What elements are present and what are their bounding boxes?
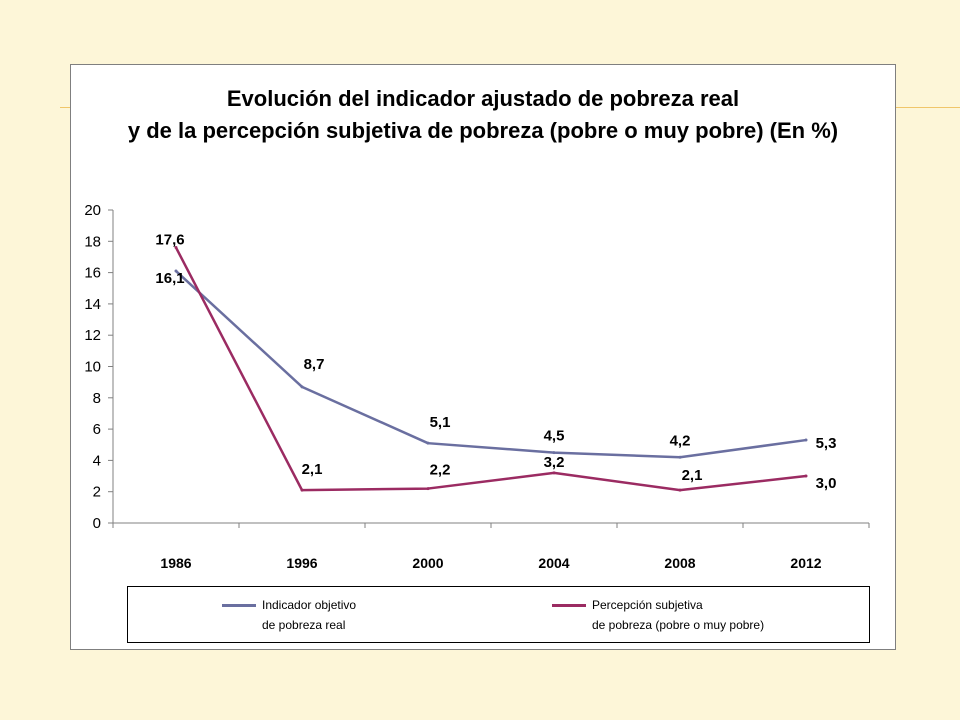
data-label-series-2: 2,1 [682,467,703,484]
chart-title-line-1: Evolución del indicador ajustado de pobr… [226,86,740,111]
data-label-series-1: 16,1 [155,270,184,287]
series-line-2 [174,246,807,492]
x-tick-label: 2004 [538,555,569,571]
y-tick-label: 8 [93,390,101,407]
data-label-series-1: 8,7 [304,356,325,373]
chart-panel: Evolución del indicador ajustado de pobr… [70,64,896,650]
y-tick-label: 20 [84,202,101,219]
legend-swatch-series-2 [552,604,586,607]
x-tick-label: 2008 [664,555,695,571]
data-label-series-2: 3,2 [544,454,565,471]
data-point-series-1 [678,455,682,459]
line-chart: 0 2 4 6 8 10 12 14 16 18 20 1986 1996 2000 2004 2008 201… [84,202,870,571]
data-point-series-2 [174,246,178,250]
chart-title-line-2: y de la percepción subjetiva de pobreza … [127,118,839,143]
x-tick-label: 1986 [160,555,191,571]
data-label-series-2: 17,6 [155,232,184,249]
x-tick-label: 2000 [412,555,443,571]
x-tick-label: 1996 [286,555,317,571]
data-label-series-1: 4,2 [670,432,691,449]
y-tick-label: 14 [84,296,101,313]
x-tick-label: 2012 [790,555,821,571]
data-point-series-1 [426,441,430,445]
y-tick-label: 2 [93,484,101,501]
data-label-series-2: 3,0 [816,475,837,492]
chart-title: Evolución del indicador ajustado de pobr… [71,83,895,147]
data-label-series-1: 5,3 [816,435,837,452]
data-point-series-1 [552,451,556,455]
data-label-series-1: 5,1 [430,414,451,431]
data-point-series-1 [300,385,304,389]
legend-label-series-2-line-1: Percepción subjetiva [592,598,703,612]
data-label-series-1: 4,5 [544,428,565,445]
data-point-series-2 [552,471,556,475]
y-tick-label: 4 [93,452,101,469]
y-tick-label: 18 [84,233,101,250]
legend-label-series-1-line-2: de pobreza real [262,618,346,632]
y-tick-label: 12 [84,327,101,344]
y-tick-label: 0 [93,515,101,532]
data-point-series-2 [300,488,304,492]
legend-label-series-2-line-2: de pobreza (pobre o muy pobre) [592,618,765,632]
y-tick-label: 16 [84,265,101,282]
legend-swatch-series-1 [222,604,256,607]
data-point-series-2 [804,474,808,478]
data-label-series-2: 2,1 [302,461,323,478]
data-point-series-2 [678,488,682,492]
y-tick-label: 10 [84,359,101,376]
legend: Indicador objetivo de pobreza real Perce… [127,586,870,643]
legend-label-series-1-line-1: Indicador objetivo [262,598,357,612]
data-point-series-1 [174,269,178,273]
data-label-series-2: 2,2 [430,462,451,479]
series-line-1 [175,270,807,459]
data-point-series-1 [804,438,808,442]
y-tick-label: 6 [93,421,101,438]
data-point-series-2 [426,487,430,491]
